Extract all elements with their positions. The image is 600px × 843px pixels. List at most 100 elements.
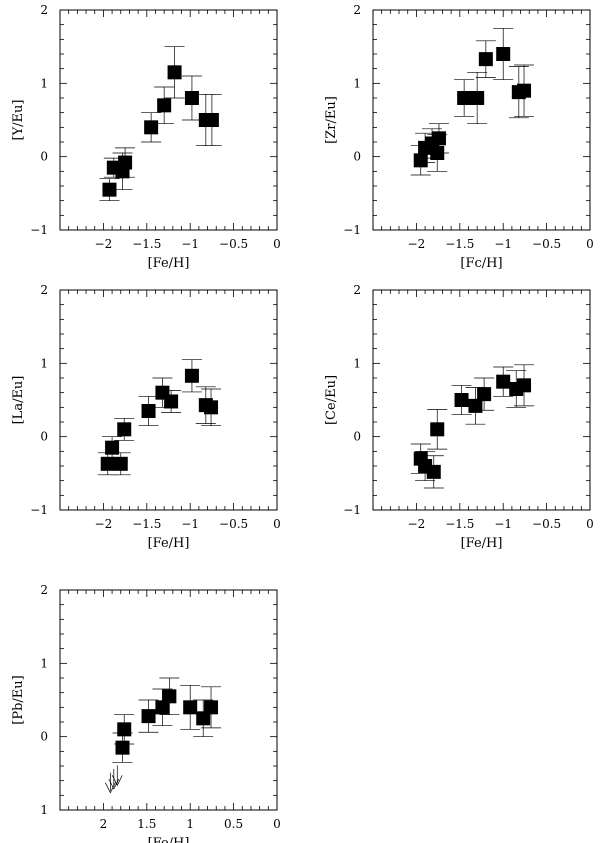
x-tick-label: −1 [181,517,199,531]
data-point [470,91,485,105]
x-tick-label: −1.5 [445,517,474,531]
x-tick-label: 0 [586,237,594,251]
x-tick-label: −2 [408,517,426,531]
panel-pb-eu: 2 1.5 1 0.5 0 1 0 1 2 [Fe/H] [Pb/Eu] [11,583,281,843]
x-tick-label: 0 [273,517,281,531]
data-point [413,153,428,168]
data-point [468,398,483,413]
x-tick-label: 0 [273,817,281,831]
data-point [184,91,199,105]
x-tick-label: 2 [100,817,108,831]
data-point [517,83,532,98]
x-tick-label: −0.5 [219,237,248,251]
data-point [100,456,115,471]
y-tick-label: 0 [353,430,361,444]
data-point [117,722,132,737]
data-point [115,740,130,755]
data-point [204,700,219,715]
y-axis-label: [Zr/Eu] [324,96,339,144]
x-tick-label: −2 [408,237,426,251]
panel-ce-eu: −2 −1.5 −1 −0.5 0 −1 0 1 2 [Fe/H] [Ce/Eu] [324,283,594,551]
data-point [167,65,182,80]
data-point [141,404,156,418]
y-axis-label: [La/Eu] [11,376,26,425]
y-tick-label: 0 [40,430,48,444]
x-tick-label: 0.5 [224,817,243,831]
y-tick-label: 1 [40,656,48,670]
data-point [102,182,117,197]
y-tick-label: −1 [343,503,361,517]
x-axis-label: [Fc/H] [460,256,502,271]
plot-frame [59,9,278,231]
x-axis-label: [Fe/H] [148,256,190,271]
y-tick-label: 1 [40,76,48,90]
y-tick-label: 1 [353,76,361,90]
x-tick-label: −0.5 [219,517,248,531]
panel-zr-eu: −2 −1.5 −1 −0.5 0 −1 0 1 2 [Fc/H] [Zr/Eu] [324,3,594,271]
y-tick-label: 2 [353,283,361,297]
data-point [184,368,199,383]
data-point [517,378,532,393]
x-tick-label: 0 [273,237,281,251]
panel-la-eu: −2 −1.5 −1 −0.5 0 −1 0 1 2 [Fe/H] [La/Eu] [11,283,281,551]
y-tick-label: −1 [30,223,48,237]
x-axis-label: [Fe/H] [461,536,503,551]
y-tick-label: 1 [353,356,361,370]
data-point [496,47,511,61]
data-point [457,91,472,105]
x-axis-label: [Fe/H] [148,836,190,843]
data-point [155,700,170,715]
y-axis-label: [Pb/Eu] [11,675,26,724]
x-tick-label: −0.5 [532,517,561,531]
x-tick-label: −1.5 [445,237,474,251]
y-tick-label: 2 [40,283,48,297]
x-tick-label: −1 [494,237,512,251]
y-tick-label: 2 [353,3,361,17]
x-tick-label: −1.5 [132,237,161,251]
x-tick-label: −2 [95,517,113,531]
data-point [118,155,133,170]
data-point [430,422,445,437]
data-point [196,711,211,726]
y-tick-label: 0 [40,150,48,164]
data-point [141,709,156,724]
x-tick-label: −2 [95,237,113,251]
y-tick-label: 2 [40,3,48,17]
data-point [144,120,159,135]
x-tick-label: 1 [186,817,194,831]
y-axis-label: [Ce/Eu] [324,375,339,425]
x-tick-label: 0 [586,517,594,531]
data-point [431,131,446,146]
y-tick-label: 1 [40,803,48,817]
y-tick-label: −1 [343,223,361,237]
upper-limit-arrowhead [111,775,123,787]
y-tick-label: 2 [40,583,48,597]
plot-frame [59,289,278,511]
data-point [113,456,128,471]
plot-frame [372,289,591,511]
data-point [164,394,179,409]
y-axis-label: [Y/Eu] [11,100,26,141]
plot-frame [59,589,278,811]
data-point [204,113,219,127]
y-tick-label: 0 [40,730,48,744]
y-tick-label: −1 [30,503,48,517]
x-tick-label: −0.5 [532,237,561,251]
x-tick-label: −1 [494,517,512,531]
x-axis-label: [Fe/H] [148,536,190,551]
x-tick-label: −1 [181,237,199,251]
y-tick-label: 1 [40,356,48,370]
plot-frame [372,9,591,231]
x-tick-label: −1.5 [132,517,161,531]
data-point [477,387,492,402]
data-point [478,52,493,67]
y-tick-label: 0 [353,150,361,164]
data-point [162,689,177,704]
x-tick-label: 1.5 [137,817,156,831]
data-point [454,393,469,407]
data-point [496,374,511,389]
data-point [117,422,132,437]
data-point [204,400,219,415]
data-point [105,440,120,455]
